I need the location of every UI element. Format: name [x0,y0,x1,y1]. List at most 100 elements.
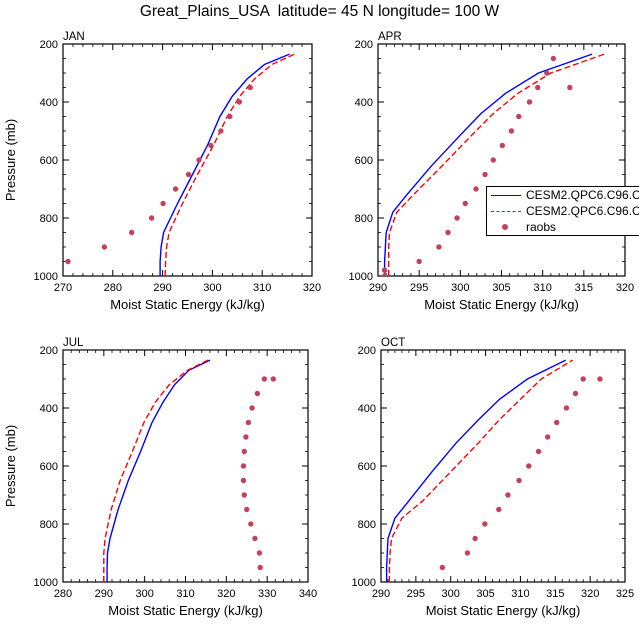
raobs-point [129,229,135,236]
raobs-point [240,463,247,469]
panel-apr: 290 295 300 305 310 315 320 200 400 600 800 1000 Moi… [349,31,635,312]
y-tick-label: 800 [40,213,58,225]
plot-frame [62,43,313,277]
x-tick-label: 315 [575,282,593,294]
raobs-point [270,376,276,382]
raobs-point [526,463,532,469]
x-tick-label: 290 [369,282,387,294]
raobs-point [454,215,460,221]
raobs-point [572,390,579,397]
raobs-point [196,157,202,163]
y-tick-label: 800 [355,213,373,225]
raobs-point [208,142,214,149]
plot-area [65,53,295,276]
plot-frame [380,349,626,583]
raobs-point [101,244,108,250]
raobs-point [160,200,166,207]
x-axis-label: Moist Static Energy (kJ/kg) [110,297,265,312]
raobs-point [244,506,250,513]
legend-dashed-line-swatch [491,211,521,212]
raobs-point [482,521,488,527]
x-axis-label: Moist Static Energy (kJ/kg) [108,603,263,618]
raobs-point [505,492,511,498]
raobs-point [445,229,451,236]
y-tick-label: 1000 [34,577,58,589]
raobs-point [544,434,551,440]
raobs-point [550,55,557,62]
raobs-point [472,535,478,542]
y-tick-label: 200 [358,345,376,357]
raobs-point [252,535,258,542]
panel-label: OCT [381,337,405,349]
model-solid-line [159,53,290,276]
legend: CESM2.QPC6.C96.C CESM2.QPC6.C96.C raobs [486,186,639,236]
x-tick-label: 300 [451,282,469,294]
raobs-point [439,564,446,571]
x-tick-label: 315 [546,588,564,600]
x-tick-label: 280 [54,588,72,600]
raobs-point [436,244,442,250]
y-axis-label: Pressure (mb) [3,425,18,507]
raobs-point [567,84,573,91]
panel-jan: 270 280 290 300 310 320 200 400 600 800 1000 Moist … [3,31,321,312]
raobs-point [241,448,247,455]
y-tick-label: 400 [355,97,373,109]
x-axis-label: Moist Static Energy (kJ/kg) [426,603,581,618]
x-tick-label: 320 [217,588,235,600]
raobs-point [249,405,255,411]
x-tick-label: 290 [153,282,171,294]
raobs-point [172,186,179,192]
raobs-point [535,448,542,455]
raobs-point [544,70,550,76]
raobs-point [245,419,252,426]
y-tick-label: 200 [40,345,58,357]
raobs-point [580,376,586,382]
x-tick-label: 310 [533,282,551,294]
panel-oct: 290 295 300 305 310 315 320 325 200 400 600 800 1000… [352,337,635,618]
y-tick-label: 200 [355,39,373,51]
x-tick-label: 295 [407,588,425,600]
x-tick-label: 320 [616,282,634,294]
plot-frame [62,349,309,583]
raobs-point [535,84,541,91]
raobs-point [65,258,71,265]
raobs-point [227,113,233,120]
x-tick-label: 310 [511,588,529,600]
x-tick-label: 300 [135,588,153,600]
raobs-point [248,521,254,527]
plot-area [385,359,603,582]
raobs-point [516,477,522,484]
x-tick-label: 340 [299,588,317,600]
raobs-point [516,113,522,120]
raobs-point [247,84,253,91]
legend-label: CESM2.QPC6.C96.C [526,188,639,202]
model-dashed-line [103,359,209,582]
legend-item-dashed: CESM2.QPC6.C96.C [487,204,639,219]
figure-title: Great_Plains_USA latitude= 45 N longitud… [139,3,500,20]
x-tick-label: 330 [258,588,276,600]
model-dashed-line [164,53,295,276]
model-dashed-line [388,359,574,582]
x-axis-label: Moist Static Energy (kJ/kg) [424,297,579,312]
panel-label: JUL [63,337,84,349]
raobs-point [243,434,249,440]
x-tick-label: 300 [203,282,221,294]
raobs-point [508,128,515,134]
y-tick-label: 400 [358,403,376,415]
raobs-point [240,477,247,484]
raobs-point [218,128,224,134]
plot-frame [377,43,626,277]
raobs-point [256,550,263,556]
raobs-point [416,258,422,265]
x-tick-label: 305 [476,588,494,600]
raobs-point [526,99,533,105]
raobs-point [499,142,506,149]
raobs-point [496,506,502,513]
x-tick-label: 270 [54,282,72,294]
y-tick-label: 400 [40,97,58,109]
x-tick-label: 320 [581,588,599,600]
raobs-point [490,157,496,163]
raobs-point [473,186,479,192]
raobs-point [381,273,388,276]
legend-label: raobs [526,220,557,234]
